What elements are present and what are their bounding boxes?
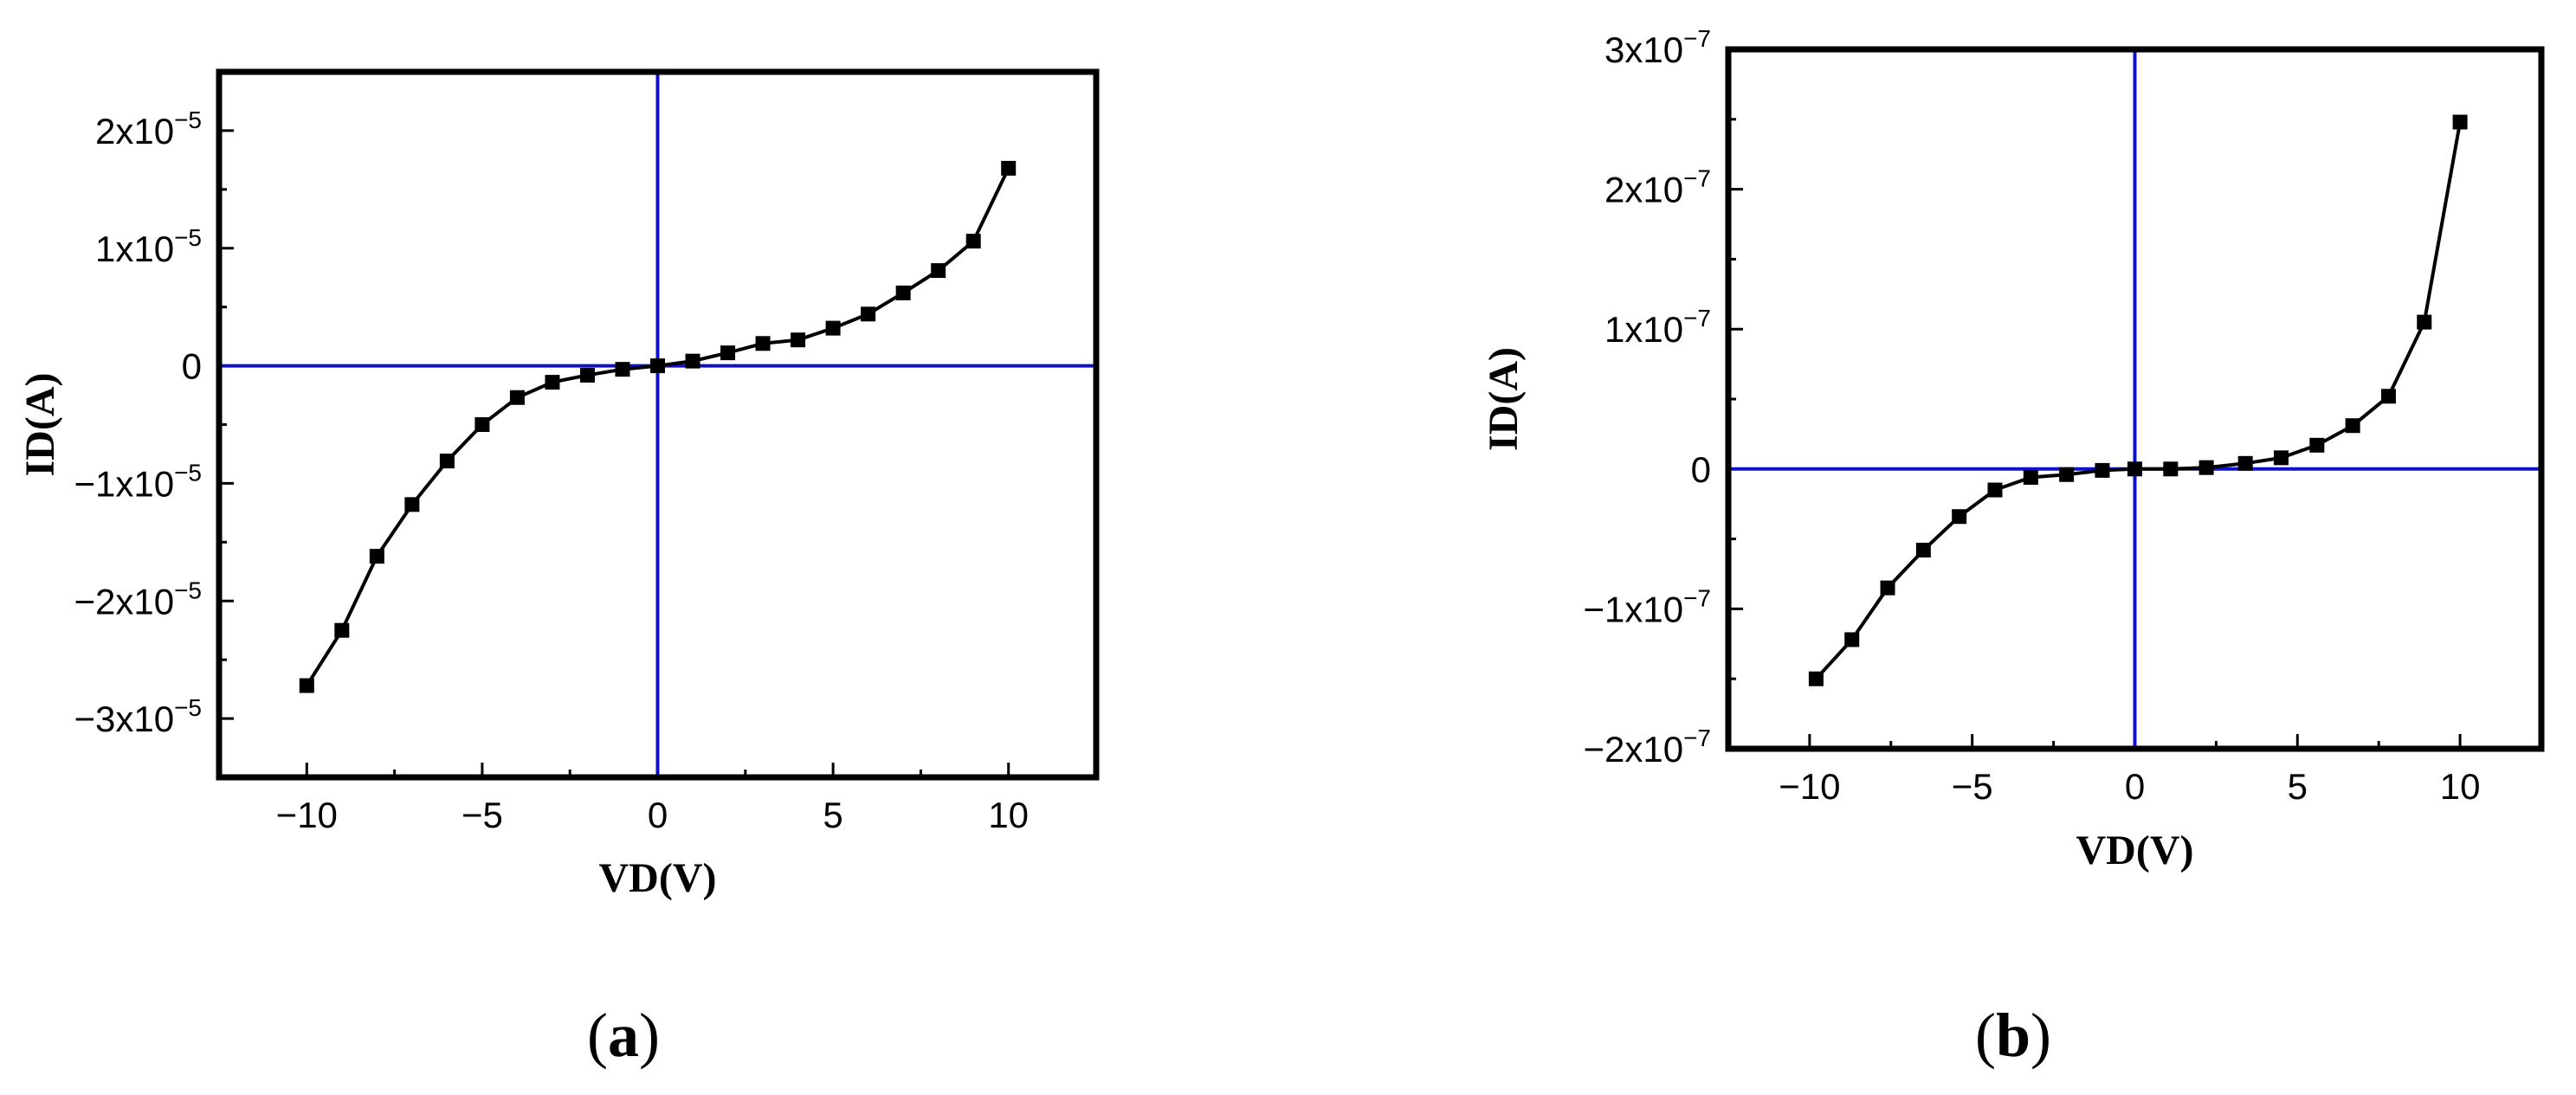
y-tick-label: −1x10−5	[74, 459, 202, 504]
y-tick-label: −2x10−5	[74, 576, 202, 622]
data-point	[2452, 114, 2468, 130]
data-point	[895, 285, 911, 300]
x-tick-label: 0	[648, 795, 668, 835]
data-point	[720, 345, 736, 361]
data-point	[1808, 671, 1824, 686]
y-tick-label: 1x10−7	[1604, 305, 1711, 350]
data-point	[299, 678, 314, 693]
data-point	[685, 353, 700, 369]
data-point	[334, 622, 350, 638]
data-point	[1952, 509, 1967, 525]
x-tick-label: −10	[1779, 766, 1840, 807]
x-tick-label: 5	[823, 795, 843, 835]
data-point	[931, 263, 946, 279]
data-point	[2198, 460, 2214, 475]
x-tick-label: −5	[1952, 766, 1993, 807]
y-tick-label: 1x10−5	[95, 224, 202, 269]
x-axis-title: VD(V)	[2076, 828, 2194, 873]
data-point	[1844, 632, 1860, 647]
data-point	[2274, 450, 2289, 466]
y-tick-label: −1x10−7	[1583, 584, 1711, 629]
y-tick-label: −2x10−7	[1583, 725, 1711, 770]
series-line	[1814, 121, 2463, 680]
y-tick-label: 0	[182, 346, 202, 387]
panel-label: (a)	[587, 1001, 660, 1070]
data-point	[369, 549, 384, 564]
x-tick-label: 0	[2125, 766, 2145, 807]
data-point	[2309, 437, 2325, 453]
y-tick-label: 0	[1691, 449, 1711, 490]
y-tick-label: −3x10−5	[74, 694, 202, 739]
data-point	[1987, 482, 2003, 498]
data-point	[825, 320, 841, 336]
y-axis-title: ID(A)	[1481, 347, 1527, 451]
data-point	[2237, 455, 2253, 471]
data-point	[579, 367, 595, 383]
data-point	[475, 417, 490, 432]
data-point	[1001, 160, 1017, 176]
x-tick-label: 10	[2440, 766, 2481, 807]
data-point	[861, 306, 876, 322]
data-point	[755, 336, 771, 351]
x-axis-title: VD(V)	[599, 855, 717, 901]
data-point	[1915, 543, 1931, 558]
data-point	[791, 332, 806, 348]
plot-frame	[216, 68, 1100, 781]
data-point	[2380, 389, 2396, 404]
data-point	[2417, 314, 2432, 330]
chart-a: −10 −5 0 5 10 2x10−5 1x10−5 0 −1x10−5 −2x10−5 −3x1…	[17, 68, 1100, 1070]
data-point	[404, 497, 420, 512]
y-tick-label: 2x10−7	[1604, 165, 1711, 210]
data-point	[2095, 462, 2110, 478]
data-point	[2163, 461, 2179, 477]
data-point	[615, 362, 630, 377]
data-point	[650, 358, 665, 374]
data-point	[2127, 461, 2142, 477]
x-tick-label: −10	[276, 795, 338, 835]
x-tick-label: 5	[2288, 766, 2308, 807]
data-point	[2023, 469, 2038, 485]
panel-label: (b)	[1975, 1001, 2051, 1070]
chart-b: −10 −5 0 5 10 3x10−7 2x10−7 1x10−7 0 −1x10−7 −2x10…	[1481, 25, 2545, 1070]
data-point	[545, 375, 560, 390]
data-point	[2059, 467, 2075, 482]
data-point	[1880, 580, 1895, 596]
data-point	[965, 234, 981, 249]
plot-frame	[1725, 46, 2545, 752]
x-tick-label: −5	[462, 795, 503, 835]
data-point	[439, 454, 455, 469]
data-point	[2345, 418, 2360, 434]
data-point	[509, 390, 525, 405]
y-axis-title: ID(A)	[17, 373, 63, 477]
x-tick-label: 10	[988, 795, 1029, 835]
y-tick-label: 3x10−7	[1604, 25, 1711, 70]
y-tick-label: 2x10−5	[95, 106, 202, 151]
